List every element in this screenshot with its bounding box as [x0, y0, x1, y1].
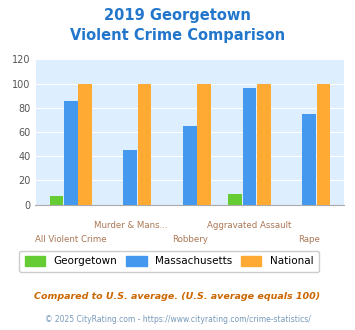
Text: Compared to U.S. average. (U.S. average equals 100): Compared to U.S. average. (U.S. average … [34, 292, 321, 301]
Text: Murder & Mans...: Murder & Mans... [94, 221, 167, 230]
Legend: Georgetown, Massachusetts, National: Georgetown, Massachusetts, National [20, 251, 319, 272]
Bar [183, 126, 197, 205]
Text: Violent Crime Comparison: Violent Crime Comparison [70, 28, 285, 43]
Bar [124, 150, 137, 205]
Bar [64, 101, 77, 205]
Bar [78, 83, 92, 205]
Bar [228, 194, 242, 205]
Bar [138, 83, 152, 205]
Text: Rape: Rape [298, 235, 320, 244]
Bar [302, 114, 316, 205]
Text: © 2025 CityRating.com - https://www.cityrating.com/crime-statistics/: © 2025 CityRating.com - https://www.city… [45, 315, 310, 324]
Bar [257, 83, 271, 205]
Text: Aggravated Assault: Aggravated Assault [207, 221, 292, 230]
Bar [317, 83, 330, 205]
Text: 2019 Georgetown: 2019 Georgetown [104, 8, 251, 23]
Bar [243, 88, 256, 205]
Bar [50, 196, 63, 205]
Text: All Violent Crime: All Violent Crime [35, 235, 106, 244]
Text: Robbery: Robbery [172, 235, 208, 244]
Bar [197, 83, 211, 205]
